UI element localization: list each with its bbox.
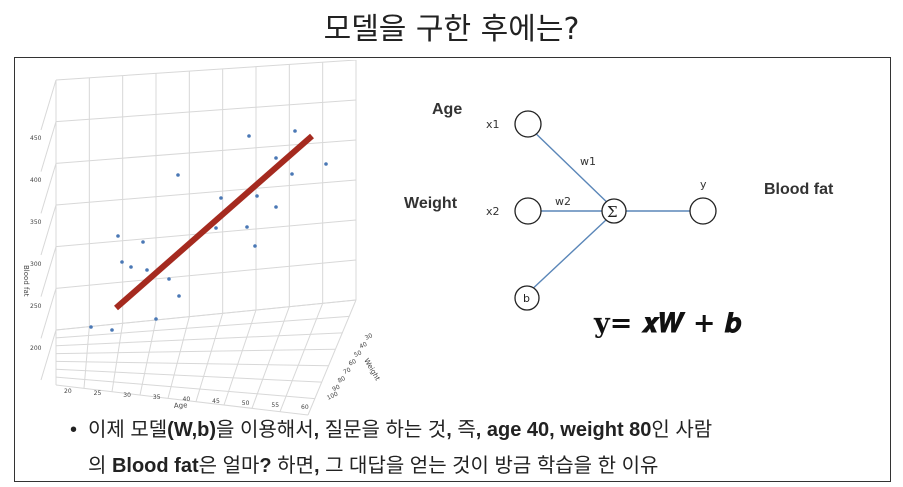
- regression-line: [114, 133, 314, 311]
- explanation-bullet: • 이제 모델(W,b)을 이용해서, 질문을 하는 것, 즉, age 40, …: [70, 412, 870, 484]
- text-seg: 은 얼마: [198, 455, 260, 477]
- x-tick: 35: [153, 394, 161, 401]
- data-point: [245, 225, 249, 229]
- bullet-dot: •: [70, 419, 78, 441]
- x1-node: [514, 110, 542, 138]
- text-seg-bold: ?: [259, 455, 272, 477]
- z-tick: 70: [342, 366, 352, 376]
- plot-grid: [40, 60, 357, 416]
- data-point: [141, 240, 145, 244]
- text-seg-bold: ,: [313, 455, 320, 477]
- x-axis-label: Age: [174, 401, 188, 410]
- text-seg: 즉: [451, 419, 476, 441]
- data-point: [145, 268, 149, 272]
- data-point: [253, 244, 257, 248]
- sum-node: [601, 198, 627, 224]
- data-point: [293, 129, 297, 133]
- data-point: [176, 173, 180, 177]
- scatter-plot-3d: 20 25 30 35 40 45 50 55 60 200 250 300 350 400 450 30…: [22, 60, 382, 416]
- text-seg: 을 이용해서: [216, 419, 314, 441]
- data-point: [255, 194, 259, 198]
- data-point: [177, 294, 181, 298]
- y-tick: 200: [30, 345, 42, 352]
- data-point: [129, 265, 133, 269]
- y-tick-labels: 200 250 300 350 400 450: [30, 135, 42, 352]
- y-tick: 350: [30, 219, 42, 226]
- model-equation: y= 𝒙𝑾 + 𝒃: [593, 308, 742, 339]
- text-seg-bold: ,: [446, 419, 452, 441]
- z-tick: 40: [358, 341, 368, 351]
- text-seg-bold: , age 40, weight 80: [475, 419, 652, 441]
- data-points: [89, 129, 328, 332]
- text-seg: 질문을 하는 것: [319, 419, 447, 441]
- text-seg: 하면: [271, 455, 314, 477]
- slide-title: 모델을 구한 후에는?: [323, 12, 580, 47]
- x2-node: [514, 197, 542, 225]
- x-tick: 30: [123, 392, 131, 399]
- x-tick: 25: [94, 390, 102, 397]
- text-seg: 의: [88, 455, 112, 477]
- y-label: y: [700, 178, 707, 191]
- text-seg-bold: ,: [313, 419, 320, 441]
- z-tick: 50: [353, 349, 363, 359]
- data-point: [120, 260, 124, 264]
- x1-label: x1: [486, 118, 500, 131]
- data-point: [274, 156, 278, 160]
- data-point: [274, 205, 278, 209]
- data-point: [214, 226, 218, 230]
- model-diagram: Age Weight x1 x2 w1 w2 b Σ y Blood fat y…: [404, 101, 834, 339]
- content-frame: [14, 57, 891, 482]
- x-tick: 45: [212, 398, 220, 405]
- sum-symbol: Σ: [607, 203, 618, 221]
- text-seg-bold: (W,b): [167, 419, 217, 441]
- z-tick: 80: [337, 375, 347, 385]
- y-axis-label: Blood fat: [22, 265, 30, 297]
- bias-node: [514, 285, 540, 311]
- x-tick-labels: 20 25 30 35 40 45 50 55 60: [64, 388, 309, 411]
- bullet-line-1: • 이제 모델(W,b)을 이용해서, 질문을 하는 것, 즉, age 40, …: [70, 412, 870, 448]
- text-seg-bold: Blood fat: [111, 455, 199, 477]
- w2-label: w2: [555, 195, 571, 208]
- data-point: [247, 134, 251, 138]
- text-seg: 인 사람: [651, 419, 713, 441]
- z-tick: 100: [326, 391, 340, 402]
- data-point: [167, 277, 171, 281]
- bias-label: b: [523, 292, 530, 305]
- x2-label: x2: [486, 205, 500, 218]
- x-tick: 20: [64, 388, 72, 395]
- data-point: [324, 162, 328, 166]
- age-label: Age: [432, 101, 462, 118]
- x-tick: 50: [242, 400, 250, 407]
- data-point: [89, 325, 93, 329]
- y-tick: 250: [30, 303, 42, 310]
- y-tick: 450: [30, 135, 42, 142]
- data-point: [219, 196, 223, 200]
- weight-label: Weight: [404, 195, 458, 212]
- data-point: [116, 234, 120, 238]
- text-seg: 그 대답을 얻는 것이 방금 학습을 한 이유: [319, 455, 659, 477]
- bullet-line-2: 의 Blood fat은 얼마? 하면, 그 대답을 얻는 것이 방금 학습을 …: [70, 448, 870, 484]
- text-seg: 이제 모델: [88, 419, 168, 441]
- x-tick: 55: [271, 402, 279, 409]
- data-point: [110, 328, 114, 332]
- data-point: [154, 317, 158, 321]
- z-tick: 60: [348, 358, 358, 368]
- data-point: [290, 172, 294, 176]
- w1-label: w1: [580, 155, 596, 168]
- output-node: [689, 197, 717, 225]
- z-axis-label: Weight: [362, 357, 381, 382]
- y-tick: 400: [30, 177, 42, 184]
- x-tick: 60: [301, 404, 309, 411]
- z-tick: 90: [331, 384, 341, 394]
- blood-fat-label: Blood fat: [764, 181, 834, 198]
- x-tick: 40: [183, 396, 191, 403]
- z-tick: 30: [364, 332, 374, 342]
- y-tick: 300: [30, 261, 42, 268]
